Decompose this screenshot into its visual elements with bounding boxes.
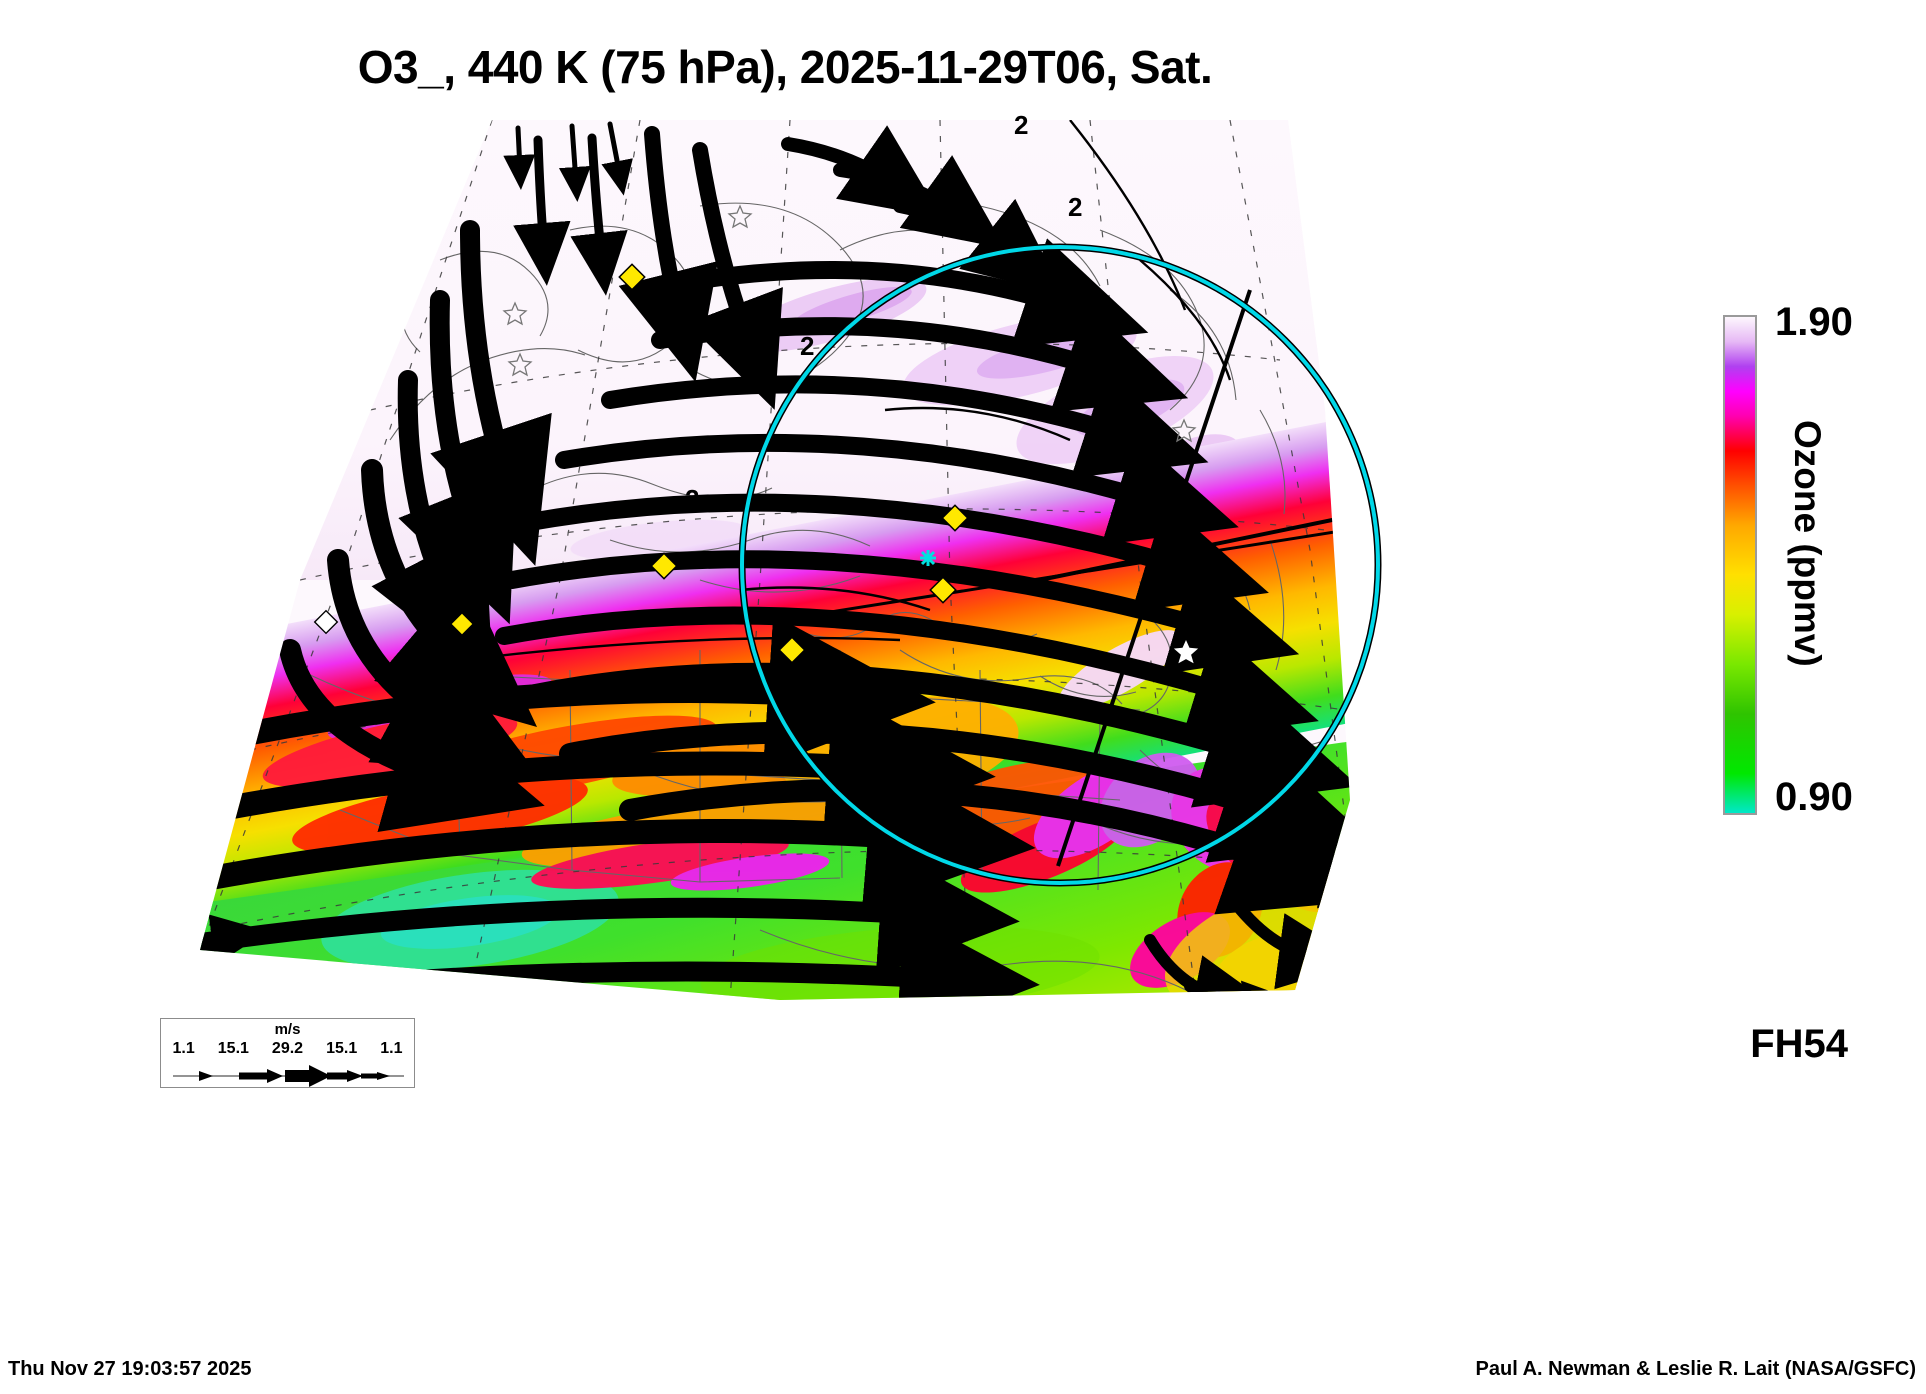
colorbar-max-label: 1.90 bbox=[1775, 300, 1853, 344]
contour-label-group: 2 2 2 2 2 2 bbox=[432, 110, 1082, 578]
author-credit: Paul A. Newman & Leslie R. Lait (NASA/GS… bbox=[1475, 1358, 1916, 1380]
wind-speed-legend: m/s 1.1 15.1 29.2 15.1 1.1 bbox=[160, 1018, 415, 1088]
contour-label: 2 bbox=[940, 186, 954, 216]
wind-legend-values: 1.1 15.1 29.2 15.1 1.1 bbox=[161, 1040, 414, 1058]
wind-legend-value: 29.2 bbox=[271, 1040, 304, 1057]
colorbar-gradient bbox=[1725, 317, 1755, 813]
range-ring bbox=[738, 243, 1382, 887]
wind-legend-value: 1.1 bbox=[172, 1040, 195, 1057]
generation-timestamp: Thu Nov 27 19:03:57 2025 bbox=[8, 1358, 252, 1380]
map-canvas[interactable]: 2 2 2 2 2 2 bbox=[140, 110, 1420, 1030]
station-markers[interactable] bbox=[313, 204, 1202, 667]
flight-track-secondary bbox=[779, 518, 1350, 622]
aircraft-marker[interactable] bbox=[920, 550, 936, 566]
map-panel[interactable]: 2 2 2 2 2 2 bbox=[140, 110, 1420, 1030]
colorbar[interactable] bbox=[1723, 315, 1757, 815]
ozone-field bbox=[200, 120, 1350, 1000]
contour-label: 2 bbox=[685, 484, 699, 514]
filled-star-icon bbox=[1170, 636, 1202, 667]
contour-label: 2 bbox=[800, 331, 814, 361]
flight-track-layer bbox=[1039, 289, 1350, 867]
city-star-icon bbox=[502, 204, 1197, 443]
colorbar-axis-title: Ozone (ppmv) bbox=[1787, 420, 1828, 667]
forecast-hour-label: FH54 bbox=[1750, 1022, 1848, 1066]
wind-legend-value: 1.1 bbox=[380, 1040, 403, 1057]
contour-label: 2 bbox=[432, 548, 446, 578]
contour-label: 2 bbox=[1068, 192, 1082, 222]
page-title: O3_, 440 K (75 hPa), 2025-11-29T06, Sat. bbox=[357, 41, 1213, 93]
colorbar-min-label: 0.90 bbox=[1775, 775, 1853, 819]
wind-legend-value: 15.1 bbox=[217, 1040, 249, 1057]
contour-label: 2 bbox=[1014, 110, 1028, 140]
wind-legend-units: m/s bbox=[274, 1021, 301, 1038]
wind-legend-arrows bbox=[173, 1065, 404, 1087]
wind-legend-value: 15.1 bbox=[326, 1040, 358, 1057]
wind-streamlines bbox=[200, 121, 1350, 1000]
